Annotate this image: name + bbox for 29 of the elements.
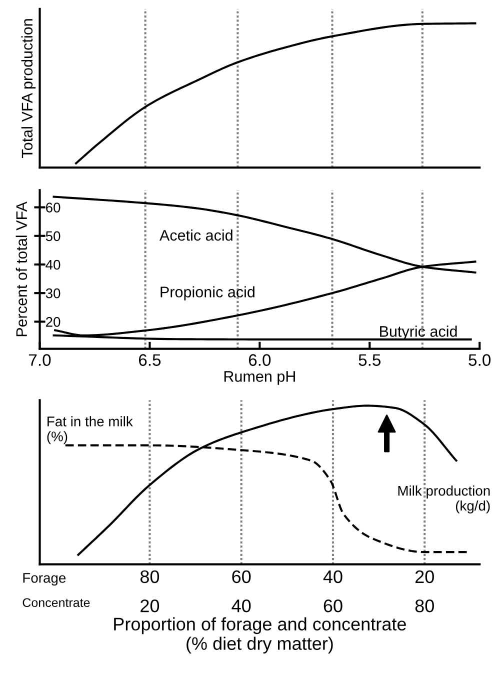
x2-tick-label: 60: [324, 600, 342, 612]
y-tick-label: 40: [46, 260, 60, 270]
x-tick-label: 60: [232, 570, 251, 584]
x-tick-label: 6.5: [138, 354, 161, 366]
x2-tick-label: 40: [232, 600, 251, 612]
text: Forage: [23, 573, 66, 586]
annotation: Milk production (kg/d): [398, 486, 490, 514]
x-tick-label: 40: [323, 570, 342, 584]
y-tick-label: 20: [46, 317, 60, 327]
y-axis-title: Percent of total VFA: [16, 202, 28, 336]
x-tick-label: 80: [140, 570, 160, 584]
annotation: Fat in the milk (%): [47, 416, 133, 444]
x-tick-label: 20: [415, 570, 434, 584]
x-axis-title: Rumen pH: [224, 371, 295, 385]
x2-tick-label: 20: [140, 600, 160, 612]
series-label: Acetic acid: [160, 230, 232, 241]
x-tick-label: 6.0: [248, 354, 271, 366]
y-axis-title: Total VFA production: [21, 19, 36, 158]
text: Concentrate: [22, 598, 90, 608]
x2-tick-label: 80: [415, 600, 434, 612]
x-tick-label: 7.0: [29, 354, 51, 366]
x-tick-label: 5.5: [358, 354, 381, 366]
series-label: Propionic acid: [160, 286, 254, 300]
y-tick-label: 50: [46, 231, 60, 242]
y-tick-label: 30: [46, 288, 60, 298]
y-tick-label: 60: [46, 202, 60, 212]
series-label: Butyric acid: [380, 326, 457, 340]
x-axis-title: Proportion of forage and concentrate (% diet dry matter): [114, 617, 406, 654]
x-tick-label: 5.0: [468, 354, 491, 366]
